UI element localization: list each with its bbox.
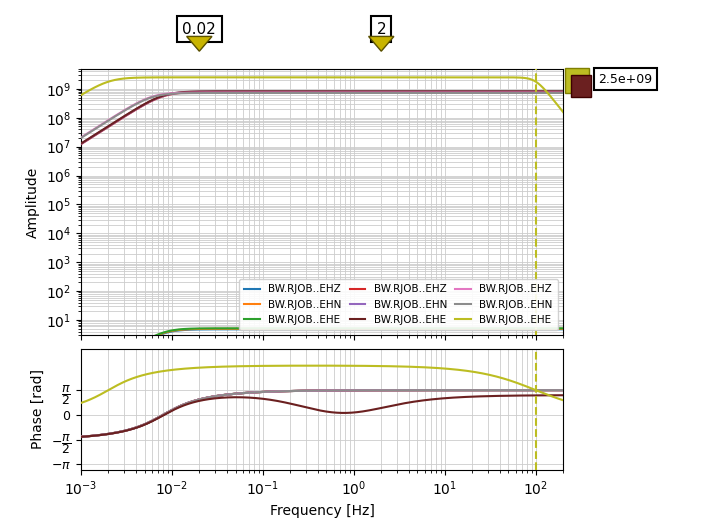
Y-axis label: Amplitude: Amplitude: [26, 166, 40, 238]
Text: 2.5e+09: 2.5e+09: [598, 73, 653, 86]
Y-axis label: Phase [rad]: Phase [rad]: [31, 370, 45, 449]
X-axis label: Frequency [Hz]: Frequency [Hz]: [270, 504, 375, 518]
Legend: BW.RJOB..EHZ, BW.RJOB..EHN, BW.RJOB..EHE, BW.RJOB..EHZ, BW.RJOB..EHN, BW.RJOB..E: BW.RJOB..EHZ, BW.RJOB..EHN, BW.RJOB..EHE…: [239, 279, 558, 330]
Text: 2: 2: [377, 22, 386, 36]
Text: 0.02: 0.02: [182, 22, 216, 36]
